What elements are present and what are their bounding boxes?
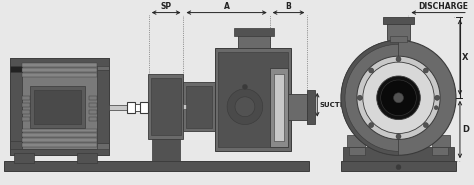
Bar	[218, 52, 288, 147]
Bar	[10, 58, 109, 66]
Circle shape	[396, 57, 401, 62]
Circle shape	[435, 95, 440, 100]
Bar	[22, 103, 30, 107]
Bar	[22, 73, 97, 77]
Bar	[215, 48, 291, 151]
Bar	[288, 94, 307, 120]
Bar	[22, 63, 97, 67]
Circle shape	[396, 134, 401, 139]
Bar	[307, 90, 315, 124]
Bar	[390, 36, 408, 42]
Bar	[22, 133, 97, 137]
Bar	[151, 78, 181, 135]
Circle shape	[227, 89, 263, 125]
Bar	[14, 153, 34, 163]
Bar	[183, 104, 203, 109]
Bar	[383, 16, 414, 24]
Bar	[22, 117, 30, 121]
Bar	[135, 104, 140, 111]
Bar	[343, 147, 454, 161]
Bar	[90, 110, 97, 114]
Circle shape	[242, 84, 247, 89]
Bar	[97, 70, 109, 143]
Text: X: X	[462, 53, 468, 62]
Text: DISCHARGE: DISCHARGE	[418, 2, 468, 11]
Circle shape	[341, 40, 456, 155]
Bar	[109, 105, 129, 110]
Bar	[90, 103, 97, 107]
Text: B: B	[286, 2, 292, 11]
Bar	[10, 141, 22, 149]
Circle shape	[396, 165, 401, 170]
Bar	[22, 143, 97, 147]
Bar	[10, 70, 22, 143]
Bar	[22, 64, 97, 149]
Bar	[22, 138, 97, 142]
Circle shape	[423, 123, 428, 128]
Circle shape	[377, 76, 420, 120]
Circle shape	[369, 123, 374, 128]
Bar	[432, 135, 450, 147]
Circle shape	[369, 68, 374, 73]
Bar	[183, 82, 215, 132]
Bar	[347, 135, 365, 147]
Circle shape	[381, 80, 416, 116]
Text: A: A	[224, 2, 229, 11]
Bar	[273, 74, 283, 141]
Bar	[4, 161, 310, 171]
Bar	[270, 68, 288, 147]
Wedge shape	[341, 40, 399, 155]
Text: SUCTION: SUCTION	[319, 102, 355, 108]
Bar	[140, 102, 148, 113]
Bar	[341, 161, 456, 171]
Bar	[22, 110, 30, 114]
Text: SP: SP	[161, 2, 172, 11]
Bar	[186, 86, 212, 127]
Bar	[90, 96, 97, 100]
Bar	[22, 129, 97, 132]
Wedge shape	[345, 44, 399, 151]
Circle shape	[357, 95, 362, 100]
Bar	[349, 147, 365, 155]
Bar	[10, 64, 22, 72]
Circle shape	[423, 68, 428, 73]
Circle shape	[357, 56, 440, 139]
Bar	[22, 96, 30, 100]
Text: D: D	[462, 125, 469, 134]
Bar	[10, 58, 109, 155]
Bar	[127, 102, 135, 113]
Circle shape	[235, 97, 255, 117]
Bar	[22, 68, 97, 72]
Bar	[34, 90, 82, 124]
Bar	[238, 32, 270, 48]
Circle shape	[363, 62, 434, 133]
Bar	[30, 86, 85, 127]
Bar	[152, 139, 180, 161]
Bar	[10, 149, 109, 155]
Bar	[432, 147, 448, 155]
Circle shape	[393, 93, 403, 103]
Bar	[148, 74, 183, 139]
Bar	[234, 28, 273, 36]
Bar	[90, 117, 97, 121]
Circle shape	[434, 106, 438, 110]
Bar	[77, 153, 97, 163]
Bar	[387, 21, 410, 40]
